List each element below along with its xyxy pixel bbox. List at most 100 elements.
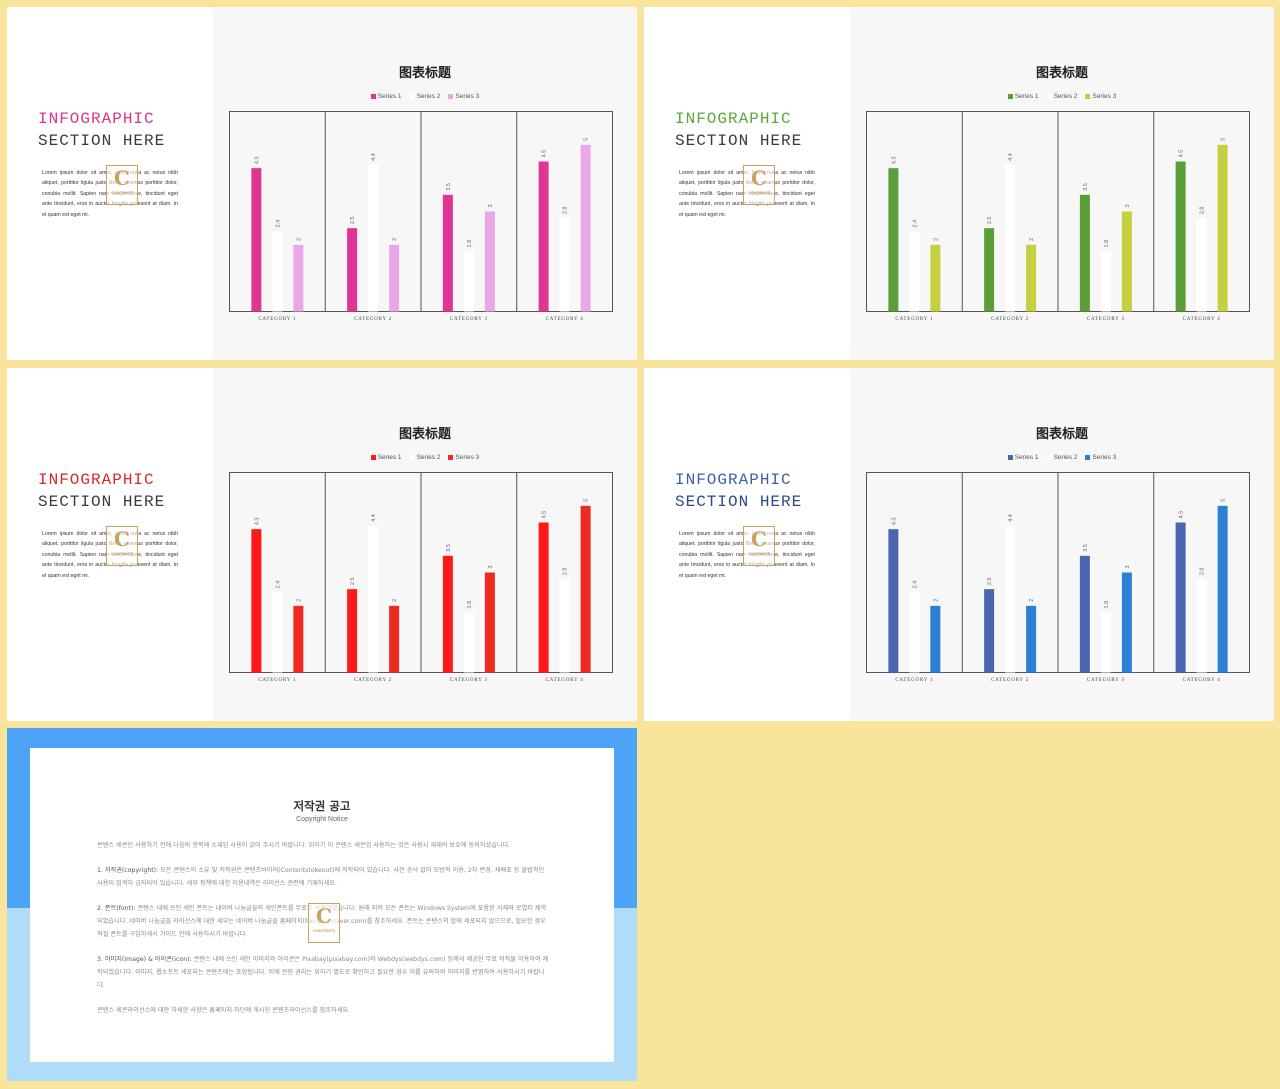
copyright-item-3: 3. 이미지(image) & 아이콘(icon): 콘텐스 내에 쓰인 세인 … (97, 954, 549, 992)
legend-label: Series 3 (1092, 454, 1117, 461)
bar (930, 605, 941, 673)
legend-swatch (448, 454, 454, 460)
legend-swatch (370, 454, 376, 460)
data-label: 2.5 (350, 578, 356, 586)
section-heading-line-2: SECTION HERE (675, 132, 803, 150)
legend-item: Series 2 (1046, 93, 1078, 100)
category-tick-label: CATEGORY 4 (1183, 317, 1221, 322)
bar (888, 529, 899, 673)
data-label: 2.4 (275, 581, 281, 589)
category-tick-label: CATEGORY 1 (258, 317, 296, 322)
data-label: 4.4 (1008, 514, 1014, 522)
logo-letter: C (751, 166, 767, 190)
data-label: 3 (1125, 565, 1131, 568)
bar-chart: 4.3 2.4 2 CATEGORY 1 2.5 4.4 2 CATEGORY 2 3.5 1.8… (229, 472, 613, 683)
copyright-item-1-text: 모든 콘텐스의 소유 및 저작권은 콘텐츠바이어(Contentstokeout… (97, 867, 545, 888)
logo-text: CONTENTS (111, 190, 133, 195)
section-heading-line-1: INFOGRAPHIC (675, 471, 792, 489)
data-label: 2.8 (563, 207, 569, 215)
bar-chart: 4.3 2.4 2 CATEGORY 1 2.5 4.4 2 CATEGORY 2 3.5 1.8… (866, 472, 1250, 683)
bar (484, 572, 495, 673)
legend-item: Series 1 (370, 454, 402, 461)
bar (559, 579, 570, 673)
chart-title: 图表标题 (398, 427, 451, 442)
bar (1100, 612, 1111, 673)
bar (1121, 572, 1132, 673)
data-label: 4.4 (1008, 153, 1014, 161)
data-label: 2 (296, 599, 302, 602)
logo-text: CONTENTS (748, 190, 770, 195)
section-heading-line-1: INFOGRAPHIC (675, 110, 792, 128)
data-label: 4.3 (254, 157, 260, 165)
data-label: 2.5 (987, 578, 993, 586)
section-heading-line-2: SECTION HERE (38, 132, 166, 150)
legend-label: Series 3 (455, 93, 480, 100)
category-tick-label: CATEGORY 3 (450, 678, 488, 683)
bar (272, 231, 283, 312)
data-label: 3.5 (446, 544, 452, 552)
legend-item: Series 2 (1046, 454, 1078, 461)
section-heading-line-2: SECTION HERE (38, 493, 166, 511)
bar (368, 164, 379, 312)
section-heading-line-2: SECTION HERE (675, 493, 803, 511)
copyright-item-3-text: 콘텐스 내에 쓰인 세인 이미지와 아이콘은 Pixabay(pixabay.c… (97, 956, 549, 989)
bar (1217, 144, 1228, 312)
bar (347, 228, 358, 312)
legend-label: Series 1 (1014, 454, 1039, 461)
bar (368, 525, 379, 673)
data-label: 2 (933, 599, 939, 602)
chart-legend: Series 1 Series 2 Series 3 (850, 454, 1274, 461)
logo-text: CONTENTS (313, 928, 335, 933)
bar (1005, 525, 1016, 673)
slide-4[interactable]: INFOGRAPHIC SECTION HERE Lorem ipsum dol… (644, 368, 1274, 721)
category-tick-label: CATEGORY 2 (354, 317, 392, 322)
legend-item: Series 3 (448, 454, 479, 461)
legend-label: Series 3 (1092, 93, 1117, 100)
logo-text: CONTENTS (111, 551, 133, 556)
bar (538, 161, 549, 312)
bar (1026, 244, 1037, 312)
data-label: 5 (1221, 499, 1227, 502)
data-label: 4.3 (891, 518, 897, 526)
logo-letter: C (114, 527, 130, 551)
contents-logo-icon: C CONTENTS (106, 526, 138, 566)
slide-3[interactable]: INFOGRAPHIC SECTION HERE Lorem ipsum dol… (7, 368, 637, 721)
data-label: 1.8 (467, 240, 473, 248)
section-heading-line-1: INFOGRAPHIC (38, 471, 155, 489)
category-tick-label: CATEGORY 1 (895, 317, 933, 322)
data-label: 2 (296, 238, 302, 241)
data-label: 4.3 (891, 157, 897, 165)
legend-item: Series 1 (370, 93, 402, 100)
category-tick-label: CATEGORY 4 (1183, 678, 1221, 683)
legend-item: Series 1 (1007, 93, 1039, 100)
copyright-intro: 콘텐스 세콘인 사용하기 전에 다음의 항목에 소재된 사용이 읽어 주시기 바… (97, 842, 511, 849)
bar (1196, 579, 1207, 673)
bar (389, 244, 400, 312)
legend-label: Series 2 (1053, 454, 1078, 461)
bar (930, 244, 941, 312)
logo-letter: C (114, 166, 130, 190)
category-tick-label: CATEGORY 3 (450, 317, 488, 322)
copyright-slide[interactable]: 저작권 공고 Copyright Notice 콘텐스 세콘인 사용하기 전에 … (7, 728, 637, 1081)
legend-swatch (370, 93, 376, 99)
bar (293, 244, 304, 312)
legend-swatch (448, 93, 454, 99)
contents-logo-icon: C CONTENTS (743, 526, 775, 566)
data-label: 1.8 (1104, 601, 1110, 609)
data-label: 4.4 (371, 153, 377, 161)
data-label: 5 (584, 138, 590, 141)
slide-1[interactable]: INFOGRAPHIC SECTION HERE Lorem ipsum dol… (7, 7, 637, 360)
bar (909, 592, 920, 673)
chart-title: 图表标题 (398, 66, 451, 81)
data-label: 3 (488, 204, 494, 207)
bar (888, 168, 899, 312)
data-label: 5 (1221, 138, 1227, 141)
data-label: 3.5 (1083, 544, 1089, 552)
bar (1175, 161, 1186, 312)
slide-2[interactable]: INFOGRAPHIC SECTION HERE Lorem ipsum dol… (644, 7, 1274, 360)
copyright-item-1: 1. 저작권(copyright): 모든 콘텐스의 소유 및 저작권은 콘텐츠… (97, 865, 549, 891)
legend-label: Series 2 (1053, 93, 1078, 100)
data-label: 2.4 (912, 581, 918, 589)
legend-swatch (1085, 93, 1091, 99)
category-tick-label: CATEGORY 4 (546, 317, 584, 322)
